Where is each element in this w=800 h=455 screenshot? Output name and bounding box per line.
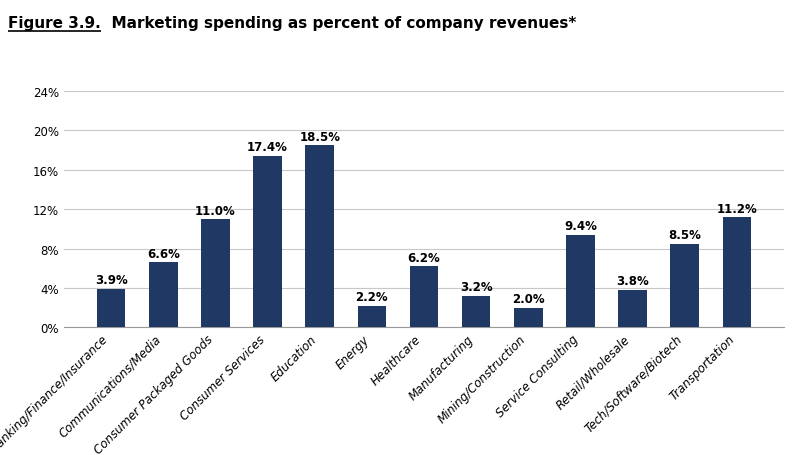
Bar <box>618 290 647 328</box>
Bar <box>462 296 490 328</box>
Bar <box>97 289 126 328</box>
Text: 9.4%: 9.4% <box>564 220 597 233</box>
Text: 18.5%: 18.5% <box>299 130 340 143</box>
Bar <box>722 217 751 328</box>
Text: Marketing spending as percent of company revenues*: Marketing spending as percent of company… <box>101 16 576 31</box>
Text: 8.5%: 8.5% <box>668 228 702 242</box>
Bar <box>670 244 699 328</box>
Text: 2.0%: 2.0% <box>512 293 545 305</box>
Bar <box>566 235 595 328</box>
Text: 3.2%: 3.2% <box>460 281 493 293</box>
Bar <box>358 306 386 328</box>
Bar <box>410 267 438 328</box>
Text: 6.2%: 6.2% <box>408 251 440 264</box>
Bar <box>306 146 334 328</box>
Bar <box>201 219 230 328</box>
Text: 11.2%: 11.2% <box>717 202 758 215</box>
Text: 17.4%: 17.4% <box>247 141 288 154</box>
Text: Figure 3.9.: Figure 3.9. <box>8 16 101 31</box>
Text: 6.6%: 6.6% <box>146 248 180 260</box>
Text: 3.9%: 3.9% <box>94 274 127 287</box>
Bar <box>253 157 282 328</box>
Text: 2.2%: 2.2% <box>355 291 388 303</box>
Text: 3.8%: 3.8% <box>616 275 649 288</box>
Bar <box>514 308 542 328</box>
Bar <box>149 263 178 328</box>
Text: 11.0%: 11.0% <box>195 204 236 217</box>
